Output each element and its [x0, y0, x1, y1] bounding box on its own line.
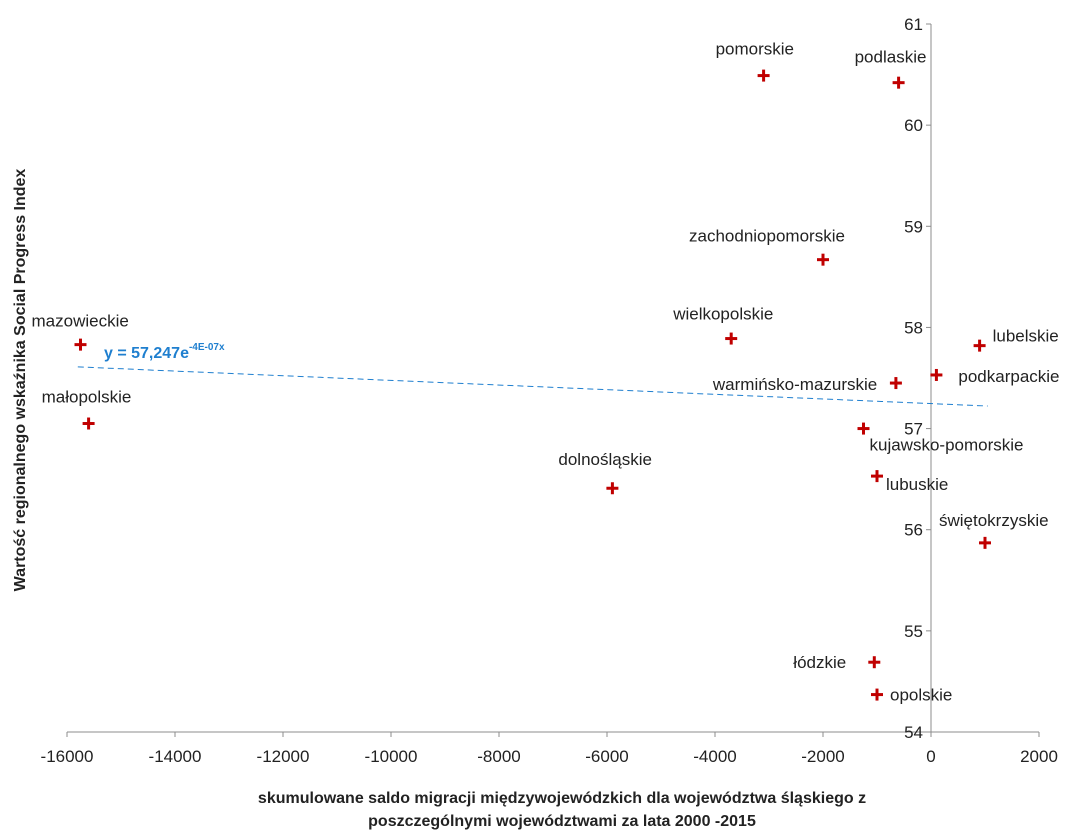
point-label: mazowieckie — [32, 312, 129, 331]
point-label: podkarpackie — [958, 367, 1059, 386]
point-label: lubuskie — [886, 475, 948, 494]
trendline-group: y = 57,247e-4E-07x — [77, 342, 988, 407]
x-tick-label: 0 — [926, 747, 935, 766]
y-tick-label: 54 — [904, 723, 923, 742]
point-label: lubelskie — [993, 327, 1059, 346]
point-label: warmińsko-mazurskie — [712, 375, 877, 394]
trendline-equation: y = 57,247e-4E-07x — [104, 342, 225, 362]
point-label: podlaskie — [855, 48, 927, 67]
data-points — [74, 69, 991, 701]
point-marker — [973, 339, 986, 352]
point-marker — [606, 482, 619, 495]
y-tick-label: 61 — [904, 15, 923, 34]
point-label: łódzkie — [793, 653, 846, 672]
x-tick-label: -2000 — [801, 747, 844, 766]
point-marker — [889, 377, 902, 390]
point-marker — [817, 253, 829, 266]
x-axis-title-line-1: skumulowane saldo migracji międzywojewód… — [258, 790, 866, 807]
x-tick-label: -16000 — [41, 747, 94, 766]
x-tick-label: -8000 — [477, 747, 520, 766]
point-label: kujawsko-pomorskie — [870, 436, 1024, 455]
y-tick-label: 55 — [904, 622, 923, 641]
axes — [66, 23, 1040, 737]
point-label: pomorskie — [716, 40, 794, 59]
point-label: opolskie — [890, 686, 952, 705]
y-tick-label: 56 — [904, 521, 923, 540]
point-marker — [979, 536, 991, 549]
point-marker — [868, 656, 881, 669]
x-tick-label: -12000 — [257, 747, 310, 766]
y-tick-label: 58 — [904, 318, 923, 337]
y-tick-labels: 54 55 56 57 58 59 60 61 — [904, 15, 923, 742]
point-marker — [82, 417, 95, 430]
x-tick-labels: -16000 -14000 -12000 -10000 -8000 -6000 -4000 -… — [41, 747, 1058, 766]
x-tick-label: -4000 — [693, 747, 736, 766]
point-label: zachodniopomorskie — [689, 227, 845, 246]
point-marker — [871, 470, 883, 483]
y-tick-label: 59 — [904, 217, 923, 236]
y-tick-label: 57 — [904, 420, 923, 439]
point-label: wielkopolskie — [672, 305, 773, 324]
trendline — [77, 366, 988, 407]
point-marker — [930, 368, 943, 381]
x-tick-label: 2000 — [1020, 747, 1058, 766]
x-axis-title-line-2: poszczególnymi województwami za lata 200… — [368, 813, 756, 830]
point-label: dolnośląskie — [558, 450, 652, 469]
x-tick-label: -6000 — [585, 747, 628, 766]
y-tick-label: 60 — [904, 116, 923, 135]
point-marker — [757, 69, 770, 82]
y-axis-title: Wartość regionalnego wskaźnika Social Pr… — [12, 169, 29, 592]
point-labels: mazowieckie małopolskie dolnośląskie wielko… — [32, 40, 1060, 705]
point-marker — [74, 338, 87, 351]
point-marker — [725, 332, 738, 345]
x-tick-label: -10000 — [365, 747, 418, 766]
point-marker — [871, 688, 883, 701]
point-marker — [857, 422, 870, 435]
point-label: małopolskie — [42, 388, 132, 407]
x-tick-label: -14000 — [149, 747, 202, 766]
point-label: świętokrzyskie — [939, 511, 1049, 530]
point-marker — [892, 76, 905, 89]
